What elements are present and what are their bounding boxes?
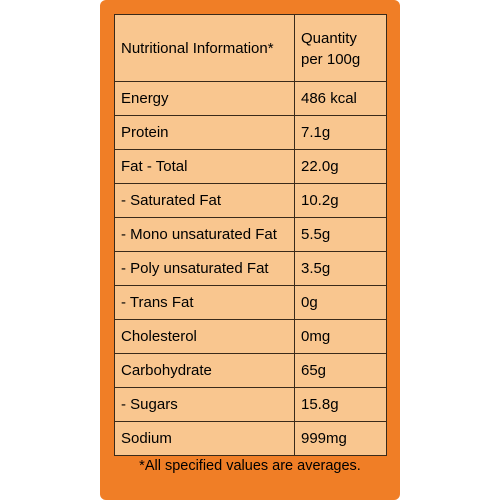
nutrient-value: 5.5g (294, 217, 387, 252)
nutrient-name: - Poly unsaturated Fat (114, 251, 295, 286)
nutrient-value: 22.0g (294, 149, 387, 184)
table-row: - Poly unsaturated Fat 3.5g (114, 251, 387, 286)
table-row: Protein 7.1g (114, 115, 387, 150)
nutrition-table: Nutritional Information* Quantity per 10… (114, 14, 387, 456)
nutrient-name: Carbohydrate (114, 353, 295, 388)
table-row: Cholesterol 0mg (114, 319, 387, 354)
table-row: - Mono unsaturated Fat 5.5g (114, 217, 387, 252)
nutrition-info-heading: Nutritional Information* (114, 14, 295, 82)
averages-footnote: *All specified values are averages. (139, 458, 361, 474)
quantity-heading-line2: per 100g (301, 51, 361, 68)
table-row: Sodium 999mg (114, 421, 387, 456)
quantity-heading-line1: Quantity (301, 30, 357, 47)
nutrient-value: 0g (294, 285, 387, 320)
table-row: Carbohydrate 65g (114, 353, 387, 388)
nutrient-value: 3.5g (294, 251, 387, 286)
nutrient-value: 7.1g (294, 115, 387, 150)
nutrient-name: Cholesterol (114, 319, 295, 354)
nutrient-name: - Sugars (114, 387, 295, 422)
nutrient-name: - Mono unsaturated Fat (114, 217, 295, 252)
table-row: - Trans Fat 0g (114, 285, 387, 320)
nutrient-value: 486 kcal (294, 81, 387, 116)
nutrient-name: - Saturated Fat (114, 183, 295, 218)
nutrient-name: Fat - Total (114, 149, 295, 184)
nutrition-label-panel: Nutritional Information* Quantity per 10… (100, 0, 400, 500)
table-row: - Sugars 15.8g (114, 387, 387, 422)
nutrient-value: 65g (294, 353, 387, 388)
table-header-row: Nutritional Information* Quantity per 10… (114, 14, 387, 82)
quantity-heading: Quantity per 100g (294, 14, 387, 82)
nutrient-value: 10.2g (294, 183, 387, 218)
table-row: Energy 486 kcal (114, 81, 387, 116)
nutrient-name: Sodium (114, 421, 295, 456)
table-row: Fat - Total 22.0g (114, 149, 387, 184)
nutrient-name: Energy (114, 81, 295, 116)
nutrient-name: - Trans Fat (114, 285, 295, 320)
nutrient-name: Protein (114, 115, 295, 150)
nutrient-value: 999mg (294, 421, 387, 456)
nutrient-value: 0mg (294, 319, 387, 354)
table-row: - Saturated Fat 10.2g (114, 183, 387, 218)
nutrient-value: 15.8g (294, 387, 387, 422)
